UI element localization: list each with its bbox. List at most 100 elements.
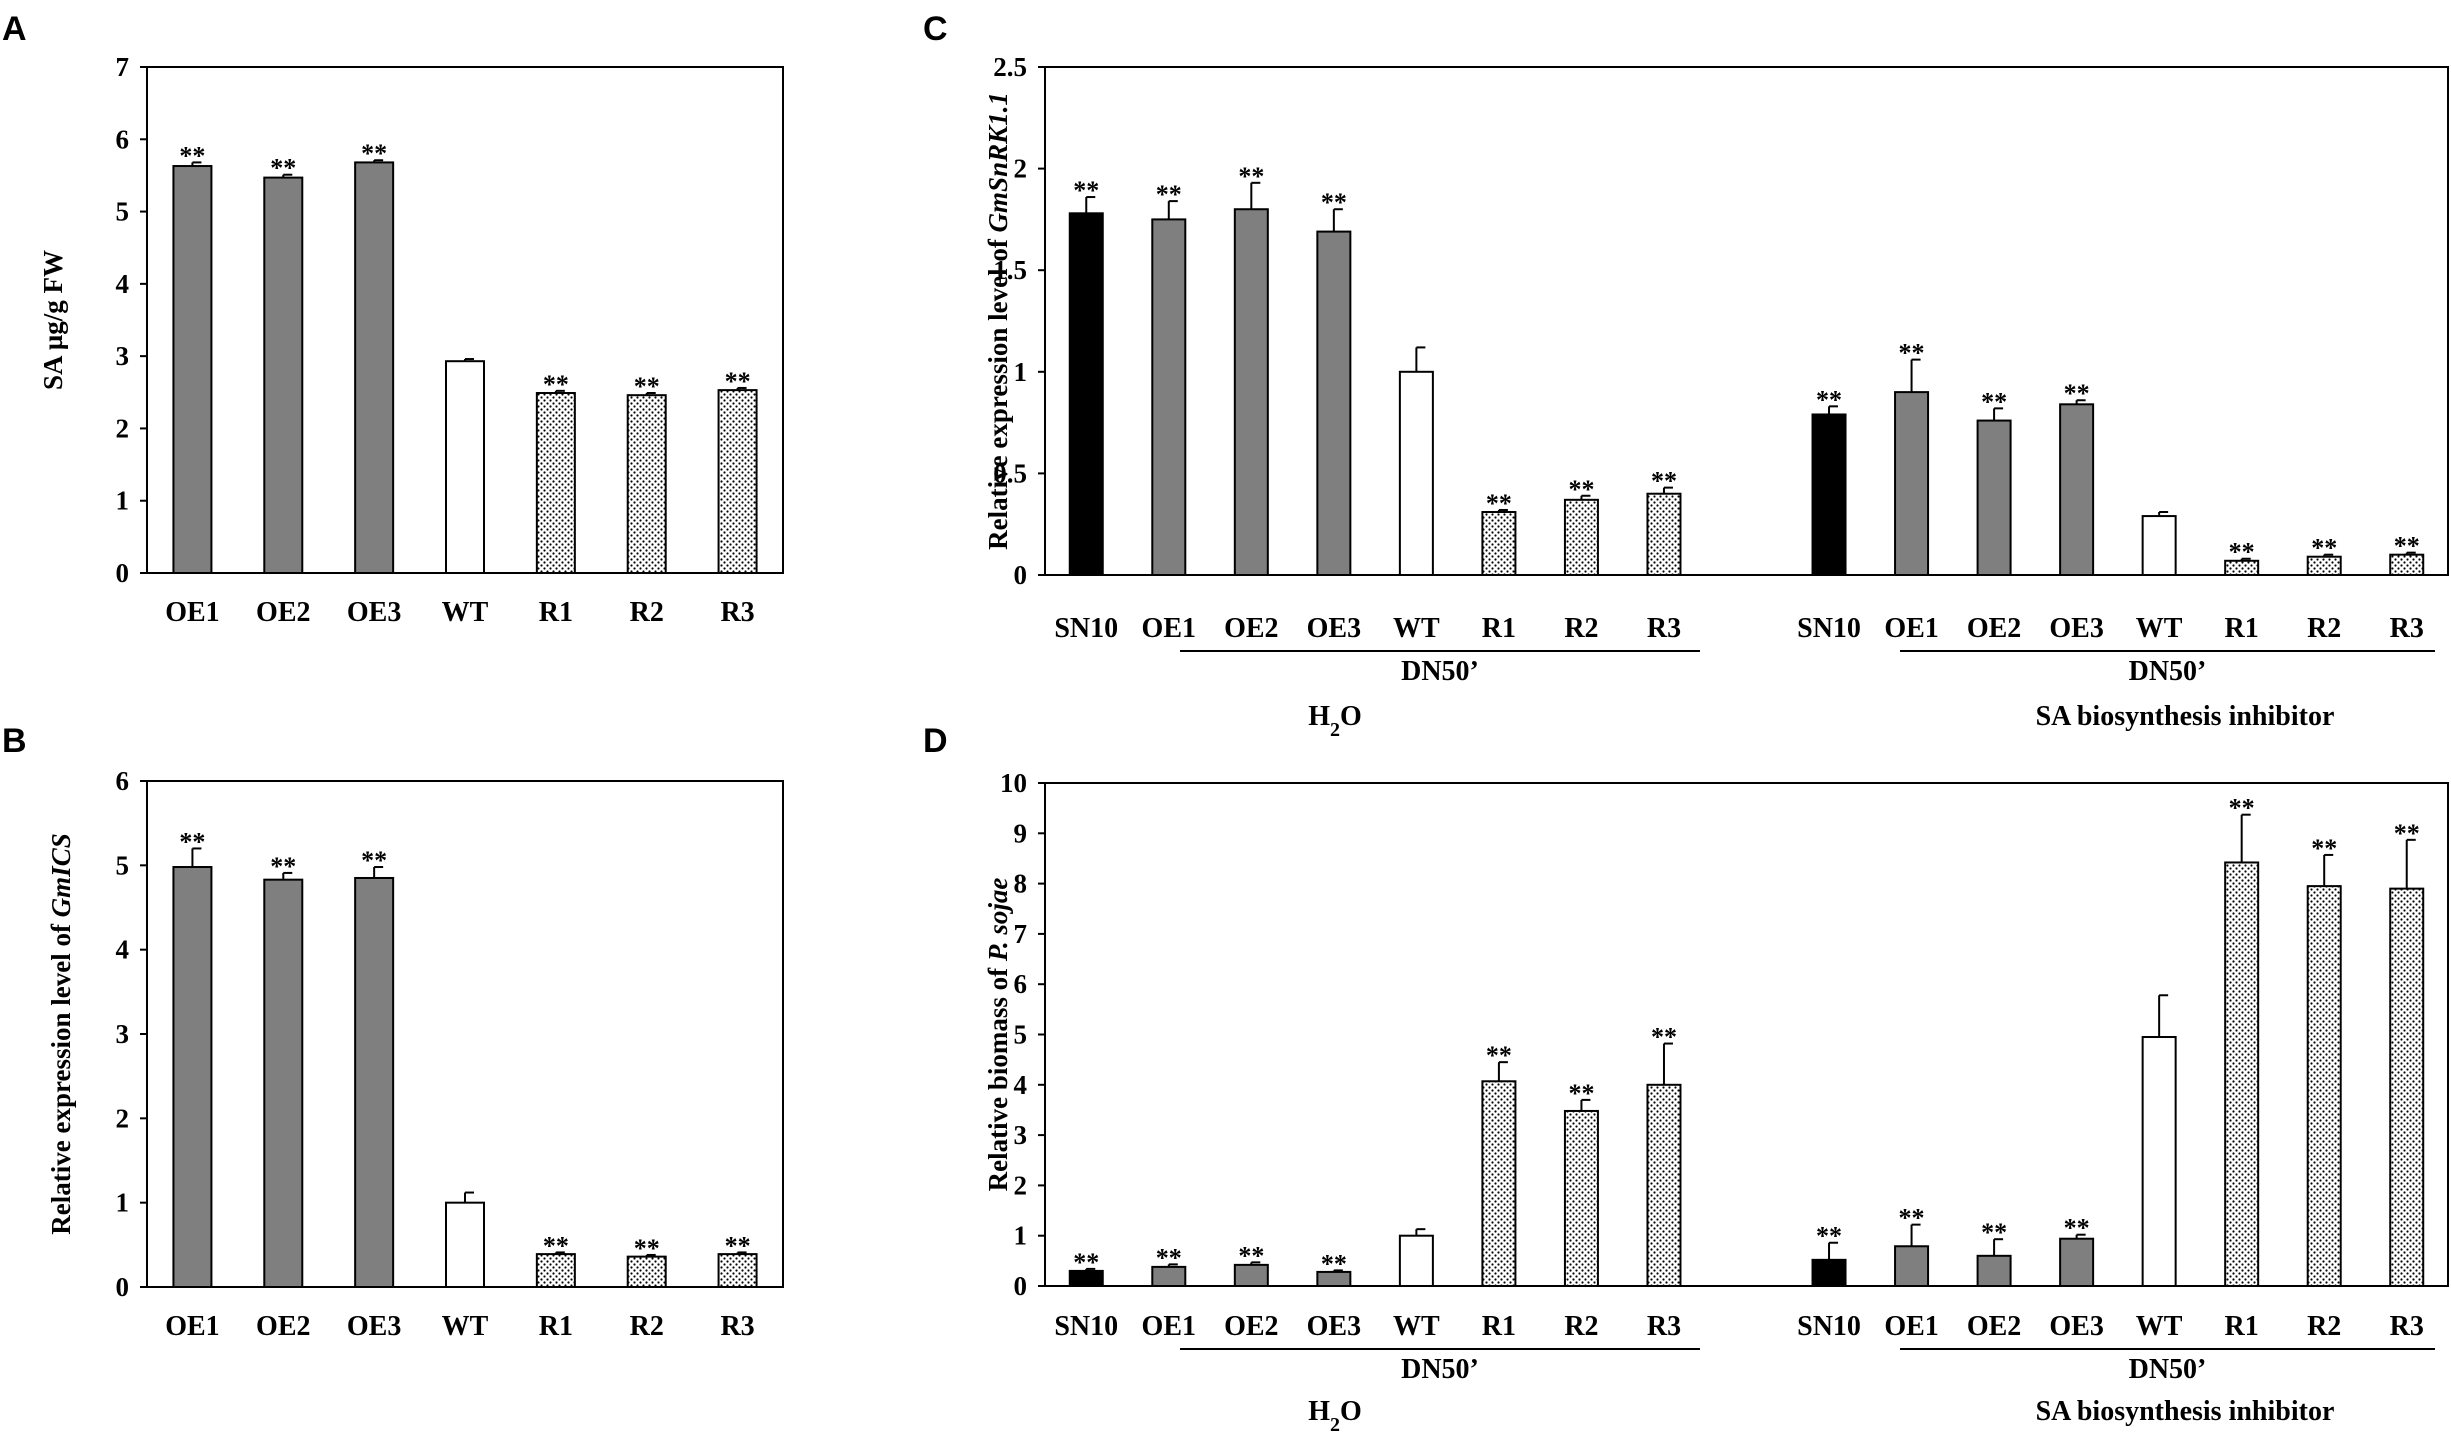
category-label: WT (1393, 1311, 1440, 1342)
significance-marker: ** (361, 846, 387, 875)
bar (445, 360, 485, 574)
significance-marker: ** (179, 141, 205, 170)
chart-panel-a: A 0 1 2 3 4 5 6 7 SA µg/g FW ** OE1 ** OE2 ** OE3 WT ** R1… (2, 10, 784, 628)
bar (445, 1201, 485, 1288)
group-label-part: 2 (1330, 719, 1340, 741)
y-tick-label: 5 (116, 850, 130, 880)
significance-marker: ** (1073, 1248, 1099, 1277)
bar (1811, 1258, 1847, 1287)
bar (1151, 218, 1187, 576)
bar (535, 392, 576, 574)
category-label: R2 (630, 597, 664, 628)
y-tick-label: 0 (116, 558, 130, 588)
y-tick-label: 4 (116, 935, 130, 965)
category-label: WT (2136, 1311, 2183, 1342)
y-axis-label-part: P. sojae (983, 878, 1013, 963)
bar (2141, 515, 2177, 577)
y-tick-label: 2 (116, 413, 130, 443)
category-label: OE2 (256, 597, 310, 628)
category-label: OE1 (1142, 613, 1196, 644)
bar (1976, 1254, 2012, 1287)
significance-marker: ** (1899, 1204, 1925, 1233)
category-label: OE2 (1967, 613, 2021, 644)
significance-marker: ** (270, 154, 296, 183)
bar (626, 1255, 667, 1289)
significance-marker: ** (2311, 834, 2337, 863)
significance-marker: ** (1981, 1218, 2007, 1247)
y-tick-label: 4 (1014, 1070, 1028, 1100)
category-label: R1 (539, 597, 573, 628)
category-label: OE3 (1307, 1311, 1361, 1342)
bar (1811, 413, 1847, 576)
y-axis-label-part: GmICS (46, 833, 76, 917)
category-label: OE1 (1884, 613, 1938, 644)
significance-marker: ** (2394, 532, 2420, 561)
y-axis-label-part: GmSnRK1.1 (983, 92, 1013, 232)
category-label: R3 (2390, 613, 2424, 644)
category-label: OE3 (2049, 613, 2103, 644)
significance-marker: ** (270, 852, 296, 881)
category-label: OE2 (1224, 613, 1278, 644)
y-tick-label: 4 (116, 269, 130, 299)
category-label: OE2 (1224, 1311, 1278, 1342)
y-axis-label-part: Relative expression level of (46, 917, 76, 1234)
category-label: R2 (1564, 1311, 1598, 1342)
category-label: SN10 (1054, 1311, 1118, 1342)
y-tick-label: 9 (1014, 818, 1028, 848)
bar (2389, 887, 2425, 1287)
significance-marker: ** (1486, 489, 1512, 518)
significance-marker: ** (2229, 794, 2255, 823)
bar (2141, 1036, 2177, 1288)
significance-marker: ** (2064, 379, 2090, 408)
bar (172, 866, 213, 1289)
significance-marker: ** (543, 1231, 569, 1260)
significance-marker: ** (1321, 188, 1347, 217)
category-label: R3 (2390, 1311, 2424, 1342)
bar (1563, 1109, 1599, 1288)
y-tick-label: 6 (116, 124, 130, 154)
y-tick-label: 7 (1014, 919, 1028, 949)
significance-marker: ** (725, 367, 751, 396)
category-label: OE1 (1884, 1311, 1938, 1342)
y-axis-label-part: Relative biomass of (983, 961, 1013, 1191)
category-label: WT (1393, 613, 1440, 644)
bar (2224, 861, 2260, 1287)
group-label: H2O (1308, 701, 1362, 741)
category-label: SN10 (1797, 1311, 1861, 1342)
category-label: WT (2136, 613, 2183, 644)
category-label: R2 (2307, 613, 2341, 644)
significance-marker: ** (1816, 1222, 1842, 1251)
y-axis-label-part: SA µg/g FW (38, 250, 68, 390)
significance-marker: ** (1568, 1079, 1594, 1108)
bar (1894, 1245, 1930, 1287)
bar (263, 176, 304, 574)
bar (2306, 885, 2342, 1287)
category-label: OE3 (2049, 1311, 2103, 1342)
panel-label: C (923, 10, 948, 48)
group-label: SA biosynthesis inhibitor (2036, 1396, 2335, 1427)
significance-marker: ** (1816, 385, 1842, 414)
bar (1481, 1080, 1517, 1288)
category-label: OE1 (1142, 1311, 1196, 1342)
y-tick-label: 1 (116, 486, 130, 516)
category-label: R2 (1564, 613, 1598, 644)
significance-marker: ** (179, 827, 205, 856)
group-label: SA biosynthesis inhibitor (2036, 701, 2335, 732)
bar (1481, 511, 1517, 576)
significance-marker: ** (1981, 387, 2007, 416)
y-tick-label: 6 (116, 766, 130, 796)
y-tick-label: 1 (1014, 357, 1028, 387)
significance-marker: ** (1073, 176, 1099, 205)
panel-label: B (2, 722, 27, 760)
significance-marker: ** (2064, 1214, 2090, 1243)
significance-marker: ** (725, 1231, 751, 1260)
significance-marker: ** (1156, 1243, 1182, 1272)
category-label: R1 (539, 1311, 573, 1342)
category-label: R1 (2225, 613, 2259, 644)
significance-marker: ** (361, 139, 387, 168)
significance-marker: ** (1899, 339, 1925, 368)
y-tick-label: 2 (116, 1103, 130, 1133)
bar (1894, 391, 1930, 576)
y-tick-label: 6 (1014, 969, 1028, 999)
y-tick-label: 2 (1014, 154, 1028, 184)
